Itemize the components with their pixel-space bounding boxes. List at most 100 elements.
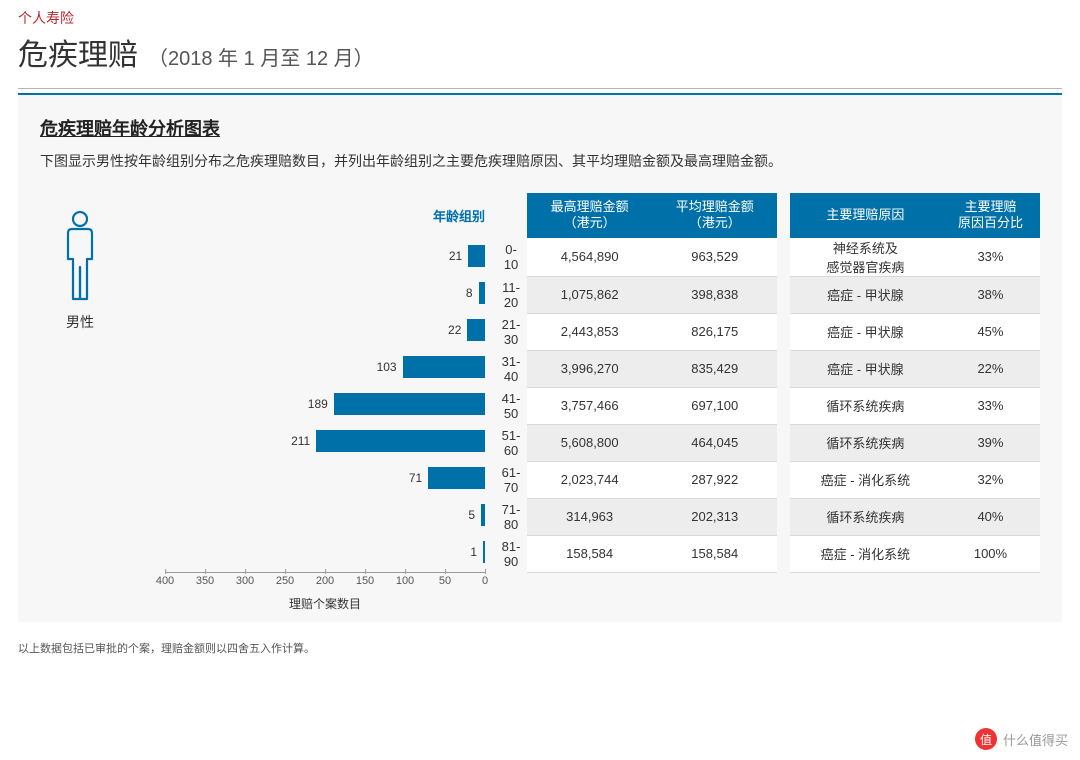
male-label: 男性 <box>40 312 120 332</box>
cell-avg: 963,529 <box>652 238 777 277</box>
table-column: 最高理赔金额（港元） 平均理赔金额（港元） 主要理赔原因 主要理赔原因百分比 0… <box>485 193 1040 573</box>
cell-avg: 826,175 <box>652 314 777 351</box>
bar <box>481 504 485 526</box>
gap <box>777 351 790 388</box>
age-group-header: 年龄组别 <box>120 193 485 237</box>
cell-max: 4,564,890 <box>527 238 652 277</box>
title-row: 危疾理赔 （2018 年 1 月至 12 月） <box>18 30 1062 74</box>
bar <box>483 541 485 563</box>
bar-row: 22 <box>120 311 485 348</box>
cell-age: 51-60 <box>495 425 527 462</box>
col-cause-pct: 主要理赔原因百分比 <box>941 193 1040 238</box>
cell-age: 31-40 <box>495 351 527 388</box>
x-tick: 150 <box>356 575 374 587</box>
cell-cause: 癌症 - 消化系统 <box>790 462 941 499</box>
cell-max: 314,963 <box>527 499 652 536</box>
gap <box>495 193 527 238</box>
bar-row: 211 <box>120 422 485 459</box>
cell-age: 11-20 <box>495 277 527 314</box>
cell-avg: 398,838 <box>652 277 777 314</box>
watermark-badge-icon: 值 <box>975 728 997 750</box>
table-row: 61-702,023,744287,922癌症 - 消化系统32% <box>495 462 1040 499</box>
gap <box>777 238 790 277</box>
gap <box>777 277 790 314</box>
table-row: 51-605,608,800464,045循环系统疾病39% <box>495 425 1040 462</box>
gap <box>777 425 790 462</box>
cell-pct: 33% <box>941 388 1040 425</box>
col-cause: 主要理赔原因 <box>790 193 941 238</box>
bar-row: 189 <box>120 385 485 422</box>
table-row: 81-90158,584158,584癌症 - 消化系统100% <box>495 536 1040 573</box>
bar-value-label: 22 <box>448 323 467 337</box>
page-title: 危疾理赔 <box>18 30 138 74</box>
table-row: 31-403,996,270835,429 癌症 - 甲状腺22% <box>495 351 1040 388</box>
cell-avg: 287,922 <box>652 462 777 499</box>
bar <box>468 245 485 267</box>
cell-avg: 158,584 <box>652 536 777 573</box>
cell-age: 21-30 <box>495 314 527 351</box>
cell-avg: 202,313 <box>652 499 777 536</box>
bar-value-label: 103 <box>377 360 403 374</box>
bar <box>428 467 485 489</box>
x-tick: 50 <box>439 575 451 587</box>
main-panel: 危疾理赔年龄分析图表 下图显示男性按年龄组别分布之危疾理赔数目，并列出年龄组别之… <box>18 93 1062 622</box>
cell-max: 2,443,853 <box>527 314 652 351</box>
gap <box>777 536 790 573</box>
bar-value-label: 211 <box>291 434 316 448</box>
bar <box>316 430 485 452</box>
cell-cause: 癌症 - 甲状腺 <box>790 314 941 351</box>
cell-cause: 癌症 - 消化系统 <box>790 536 941 573</box>
cell-age: 81-90 <box>495 536 527 573</box>
bar-row: 1 <box>120 533 485 570</box>
table-header-row: 最高理赔金额（港元） 平均理赔金额（港元） 主要理赔原因 主要理赔原因百分比 <box>495 193 1040 238</box>
male-icon <box>62 211 98 301</box>
table-row: 11-201,075,862398,838癌症 - 甲状腺38% <box>495 277 1040 314</box>
cell-pct: 22% <box>941 351 1040 388</box>
gap <box>777 193 790 238</box>
bar-row: 21 <box>120 237 485 274</box>
x-tick: 200 <box>316 575 334 587</box>
category-label: 个人寿险 <box>18 8 1062 28</box>
cell-max: 5,608,800 <box>527 425 652 462</box>
bar-row: 8 <box>120 274 485 311</box>
x-axis-ticks: 400350300250200150100500 <box>165 573 485 589</box>
gap <box>777 462 790 499</box>
bar-value-label: 189 <box>308 397 334 411</box>
cell-age: 71-80 <box>495 499 527 536</box>
cell-cause: 循环系统疾病 <box>790 425 941 462</box>
x-tick: 350 <box>196 575 214 587</box>
bar <box>334 393 485 415</box>
cell-age: 61-70 <box>495 462 527 499</box>
gap <box>777 499 790 536</box>
cell-max: 3,996,270 <box>527 351 652 388</box>
cell-cause: 癌症 - 甲状腺 <box>790 351 941 388</box>
cell-pct: 39% <box>941 425 1040 462</box>
bar-row: 5 <box>120 496 485 533</box>
divider <box>18 88 1062 89</box>
x-axis-label: 理赔个案数目 <box>165 595 485 612</box>
x-tick: 400 <box>156 575 174 587</box>
cell-pct: 100% <box>941 536 1040 573</box>
footnote: 以上数据包括已审批的个案，理赔金额则以四舍五入作计算。 <box>18 640 1062 656</box>
content-row: 男性 年龄组别 218221031892117151 4003503002502… <box>40 193 1040 612</box>
cell-avg: 835,429 <box>652 351 777 388</box>
section-title: 危疾理赔年龄分析图表 <box>40 115 1040 141</box>
watermark: 值 什么值得买 <box>975 728 1068 750</box>
period-label: （2018 年 1 月至 12 月） <box>148 42 374 71</box>
bar-value-label: 21 <box>449 249 468 263</box>
bar-value-label: 5 <box>468 508 481 522</box>
cell-cause: 循环系统疾病 <box>790 499 941 536</box>
bar-value-label: 71 <box>409 471 428 485</box>
male-column: 男性 <box>40 193 120 332</box>
cell-pct: 38% <box>941 277 1040 314</box>
col-max-amount: 最高理赔金额（港元） <box>527 193 652 238</box>
cell-max: 2,023,744 <box>527 462 652 499</box>
cell-pct: 33% <box>941 238 1040 277</box>
bar-row: 71 <box>120 459 485 496</box>
table-row: 0-104,564,890963,529神经系统及感觉器官疾病33% <box>495 238 1040 277</box>
section-description: 下图显示男性按年龄组别分布之危疾理赔数目，并列出年龄组别之主要危疾理赔原因、其平… <box>40 151 1040 171</box>
gap <box>777 314 790 351</box>
cell-pct: 45% <box>941 314 1040 351</box>
bar-chart: 21 8 22 103 189 211 71 5 1 <box>120 237 485 570</box>
bar-row: 103 <box>120 348 485 385</box>
